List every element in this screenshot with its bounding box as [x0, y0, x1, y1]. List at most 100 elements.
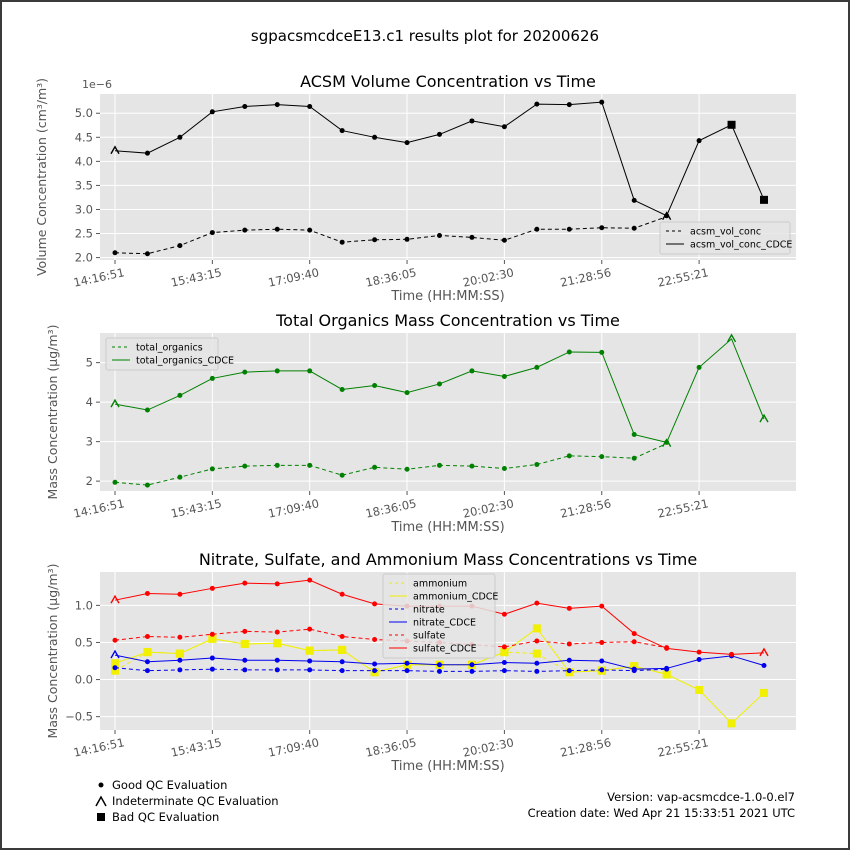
x-tick-label: 18:36:05: [364, 265, 417, 289]
x-tick-label: 22:55:21: [656, 265, 709, 289]
data-point: [469, 662, 475, 668]
y-tick-label: 3: [86, 435, 93, 449]
x-axis-label: Time (HH:MM:SS): [390, 289, 504, 304]
y-tick-label: 2: [86, 474, 93, 488]
data-point: [759, 413, 769, 423]
data-point: [566, 668, 572, 674]
data-point: [599, 603, 605, 609]
data-point: [242, 463, 248, 469]
data-point: [501, 659, 507, 665]
data-point: [469, 368, 475, 374]
data-point: [209, 666, 215, 672]
data-point: [112, 637, 118, 643]
data-point: [144, 482, 150, 488]
data-point: [534, 600, 540, 606]
x-tick-label: 14:16:51: [72, 496, 125, 520]
data-point: [372, 383, 378, 389]
data-point: [469, 668, 475, 674]
data-point: [631, 639, 637, 645]
data-point: [177, 591, 183, 597]
y-tick-label: 0.0: [75, 673, 93, 687]
figure-suptitle: sgpacsmcdceE13.c1 results plot for 20200…: [251, 27, 599, 45]
data-point: [144, 668, 150, 674]
creation-date-text: Creation date: Wed Apr 21 15:33:51 2021 …: [528, 806, 795, 820]
legend-label: total_organics_CDCE: [136, 356, 234, 367]
data-point: [242, 369, 248, 375]
data-point: [274, 226, 280, 232]
charts-container: 14:16:51 15:43:15 17:09:40 18:36:05 20:02:30…: [34, 72, 796, 774]
data-point: [761, 662, 767, 668]
data-point: [534, 226, 540, 232]
data-point: [372, 637, 378, 643]
x-tick-label: 22:55:21: [656, 496, 709, 520]
x-axis-label: Time (HH:MM:SS): [390, 520, 504, 535]
y-tick-label: 5: [86, 356, 93, 370]
data-point: [501, 237, 507, 243]
data-point: [274, 462, 280, 468]
data-point: [566, 453, 572, 459]
legend-label: sulfate: [413, 631, 446, 642]
x-tick-label: 18:36:05: [364, 496, 417, 520]
data-point: [437, 668, 442, 674]
data-point: [566, 641, 572, 647]
x-tick-label: 14:16:51: [72, 735, 125, 759]
y-tick-label: 3.0: [75, 202, 93, 216]
x-tick-label: 15:43:15: [170, 496, 223, 520]
chart-title: ACSM Volume Concentration vs Time: [300, 72, 596, 91]
series-line: [114, 216, 667, 255]
x-tick-label: 15:43:15: [170, 735, 223, 759]
data-point: [339, 659, 345, 665]
data-point: [469, 234, 475, 240]
x-tick-label: 20:02:30: [462, 265, 515, 289]
x-tick-label: 20:02:30: [462, 735, 515, 759]
x-tick-label: 21:28:56: [559, 735, 612, 759]
data-point: [209, 466, 215, 472]
legend-box: [105, 337, 219, 371]
data-point: [209, 109, 215, 115]
data-point: [339, 591, 345, 597]
y-tick-label: 4.0: [75, 154, 93, 168]
data-point: [664, 439, 670, 445]
legend-label: nitrate_CDCE: [413, 618, 476, 629]
data-point: [599, 667, 605, 673]
y-tick-label: 1.0: [75, 598, 93, 612]
data-point: [274, 368, 280, 374]
y-tick-label: 3.5: [75, 178, 93, 192]
data-point: [534, 101, 540, 107]
data-point: [760, 195, 768, 204]
chart-panel-3: 14:16:51 15:43:15 17:09:40 18:36:05 20:02:30…: [45, 550, 796, 774]
data-point: [631, 197, 637, 203]
data-point: [631, 455, 637, 461]
y-axis-label: Mass Concentration (μg/m³): [45, 325, 60, 500]
data-point: [534, 660, 540, 666]
data-point: [534, 638, 540, 644]
data-point: [631, 225, 637, 231]
data-point: [274, 102, 280, 108]
series-line: [114, 443, 667, 486]
x-tick-label: 17:09:40: [267, 265, 320, 289]
data-point: [437, 131, 442, 137]
y-tick-label: 4.5: [75, 130, 93, 144]
data-point: [696, 138, 702, 144]
data-point: [307, 104, 313, 110]
data-point: [177, 392, 183, 398]
chart-legend: total_organics total_organics_CDCE: [105, 337, 234, 371]
data-point: [532, 649, 541, 658]
series-acsm-vol-conc-CDCE: [110, 99, 768, 219]
good-qc-marker: [98, 782, 104, 788]
data-point: [305, 646, 314, 655]
data-point: [372, 464, 378, 470]
data-point: [177, 634, 183, 640]
data-point: [144, 150, 150, 156]
data-point: [112, 479, 118, 485]
data-point: [501, 611, 507, 617]
data-point: [177, 243, 183, 249]
x-tick-label: 20:02:30: [462, 496, 515, 520]
data-point: [339, 239, 345, 245]
data-point: [664, 213, 670, 219]
bad-qc-label: Bad QC Evaluation: [112, 810, 219, 824]
data-point: [110, 594, 120, 604]
x-axis-label: Time (HH:MM:SS): [390, 759, 504, 774]
